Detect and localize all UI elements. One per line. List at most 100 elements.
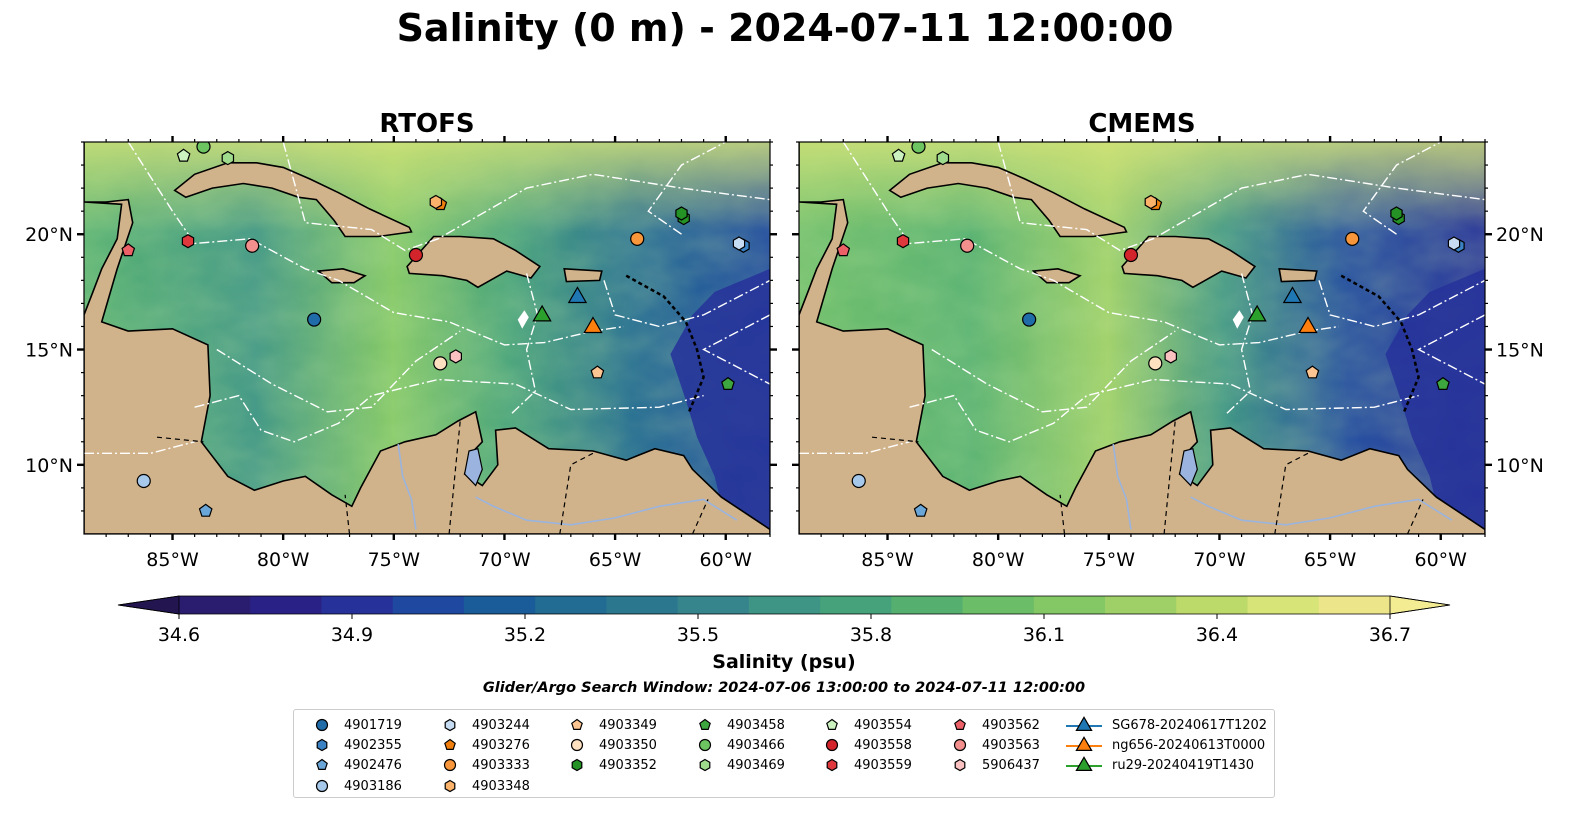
lesser-antilles-islands	[625, 274, 705, 415]
legend-item-4903186: 4903186	[304, 777, 402, 795]
lat-tick-label: 15°N	[1496, 340, 1544, 362]
country-border	[1059, 494, 1066, 534]
legend-item-4903466: 4903466	[687, 736, 785, 754]
lat-tick-label: 20°N	[25, 224, 73, 246]
legend-item-4902355: 4902355	[304, 736, 402, 754]
argo-float-4903558	[408, 247, 424, 263]
country-border	[344, 494, 351, 534]
lat-tick-label: 10°N	[25, 455, 73, 477]
panel-title: RTOFS	[379, 109, 474, 139]
hexagon-marker-icon	[444, 718, 456, 732]
argo-float-4903244	[1447, 236, 1461, 251]
legend-label: 4903562	[982, 717, 1040, 733]
glider-SG678-20240617T1202	[1282, 286, 1303, 304]
circle-marker-icon	[570, 738, 584, 752]
circle-marker-icon	[315, 718, 329, 732]
pentagon-icon	[571, 718, 583, 730]
legend-item-ng656-20240613T0000: ng656-20240613T0000	[1064, 736, 1265, 754]
argo-float-4903469	[221, 150, 235, 166]
glider-track	[517, 310, 529, 329]
lon-tick-label: 80°W	[972, 549, 1025, 571]
country-border	[691, 499, 709, 534]
legend: 4901719 4902355 4902476 4903186 4903244 49032…	[293, 709, 1275, 798]
legend-label: 4903469	[727, 757, 785, 773]
argo-float-4903333	[630, 231, 645, 246]
triangle-marker-icon	[1066, 716, 1102, 731]
cuba-land	[888, 162, 1128, 238]
lon-tick-label: 75°W	[368, 549, 421, 571]
argo-float-4903469	[936, 150, 950, 166]
colorbar-segment	[392, 596, 465, 614]
colorbar-tick-label: 36.4	[1196, 624, 1238, 646]
argo-float-5906437	[449, 349, 462, 364]
jamaica-land	[1031, 267, 1082, 284]
colorbar-segment	[1033, 596, 1106, 614]
colorbar-extend-high	[1389, 595, 1451, 615]
puerto-rico-land	[1278, 267, 1318, 283]
colorbar-tick-label: 34.9	[331, 624, 373, 646]
colorbar-tick-label: 35.5	[677, 624, 719, 646]
colorbar-segment	[463, 596, 536, 614]
legend-label: 4903276	[472, 737, 530, 753]
pentagon-marker-icon	[699, 718, 711, 730]
eez-boundary	[1362, 142, 1442, 235]
circle-icon	[315, 779, 329, 793]
colorbar-segment	[891, 596, 964, 614]
argo-float-4903563	[245, 238, 260, 253]
legend-item-4903562: 4903562	[942, 716, 1040, 734]
legend-label: 5906437	[982, 757, 1040, 773]
eez-boundary	[1318, 279, 1485, 328]
legend-item-4903276: 4903276	[432, 736, 530, 754]
pentagon-icon	[444, 738, 456, 750]
river	[397, 443, 417, 530]
pentagon-icon	[954, 718, 966, 730]
eez-boundary	[216, 330, 461, 413]
legend-item-4903558: 4903558	[814, 736, 912, 754]
colorbar-segment	[962, 596, 1035, 614]
lat-tick-label: 10°N	[1496, 455, 1544, 477]
glider-marker-icon	[1075, 736, 1093, 751]
eez-boundary	[510, 273, 539, 415]
map-frame	[798, 141, 1486, 535]
hexagon-icon	[444, 718, 456, 732]
argo-float-4903348	[1144, 194, 1158, 210]
argo-float-4903559	[181, 234, 195, 249]
figure-title: Salinity (0 m) - 2024-07-11 12:00:00	[397, 6, 1174, 50]
river	[1112, 443, 1132, 530]
legend-label: 4901719	[344, 717, 402, 733]
glider-ng656-20240613T0000	[583, 316, 603, 334]
country-border	[871, 436, 919, 443]
argo-float-4903186	[136, 473, 151, 489]
legend-label: SG678-20240617T1202	[1112, 717, 1268, 733]
hexagon-marker-icon	[571, 758, 583, 772]
triangle-marker-icon	[1066, 756, 1102, 771]
eez-boundary	[282, 142, 770, 252]
colorbar-tick-label: 35.8	[850, 624, 892, 646]
pentagon-marker-icon	[954, 718, 966, 730]
river	[1190, 496, 1453, 526]
argo-float-4903352	[1390, 206, 1403, 221]
hexagon-icon	[316, 738, 328, 752]
pentagon-marker-icon	[826, 718, 838, 730]
eez-boundary	[702, 314, 770, 385]
eez-boundary	[647, 142, 727, 235]
glider-marker-icon	[1075, 716, 1093, 731]
pentagon-icon	[316, 758, 328, 770]
lon-tick-label: 70°W	[1193, 549, 1246, 571]
argo-float-4903562	[836, 243, 851, 257]
legend-item-ru29-20240419T1430: ru29-20240419T1430	[1064, 756, 1254, 774]
pentagon-icon	[699, 718, 711, 730]
argo-float-4903554	[176, 148, 191, 162]
argo-float-4903559	[896, 234, 910, 249]
lon-tick-label: 75°W	[1083, 549, 1136, 571]
colorbar-segment	[179, 596, 251, 614]
lon-tick-label: 70°W	[478, 549, 531, 571]
argo-float-4903333	[1345, 231, 1360, 246]
colorbar-segment	[606, 596, 679, 614]
rtofs-map-panel: RTOFS 85°W 80°W 75°W 70°W 65°W 60°W 20°N 15°N 10°…	[25, 109, 777, 571]
glider-ru29-20240419T1430	[532, 304, 552, 322]
argo-float-4903352	[675, 206, 688, 221]
pentagon-marker-icon	[316, 758, 328, 770]
colorbar-extend-low	[117, 595, 180, 615]
